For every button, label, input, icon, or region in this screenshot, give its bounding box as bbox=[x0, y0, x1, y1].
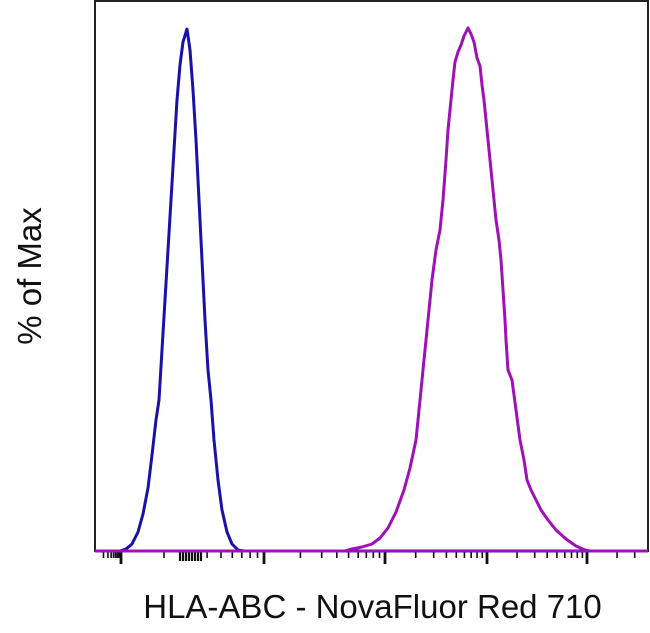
histogram-series-2 bbox=[95, 26, 648, 553]
x-axis-ticks bbox=[102, 552, 636, 564]
y-axis-label: % of Max bbox=[11, 206, 49, 345]
plot-frame bbox=[94, 0, 649, 552]
histogram-curves bbox=[95, 26, 648, 553]
x-axis-label: HLA-ABC - NovaFluor Red 710 bbox=[143, 588, 602, 625]
y-axis-label-container: % of Max bbox=[0, 0, 60, 551]
histogram-series-1 bbox=[95, 27, 648, 553]
